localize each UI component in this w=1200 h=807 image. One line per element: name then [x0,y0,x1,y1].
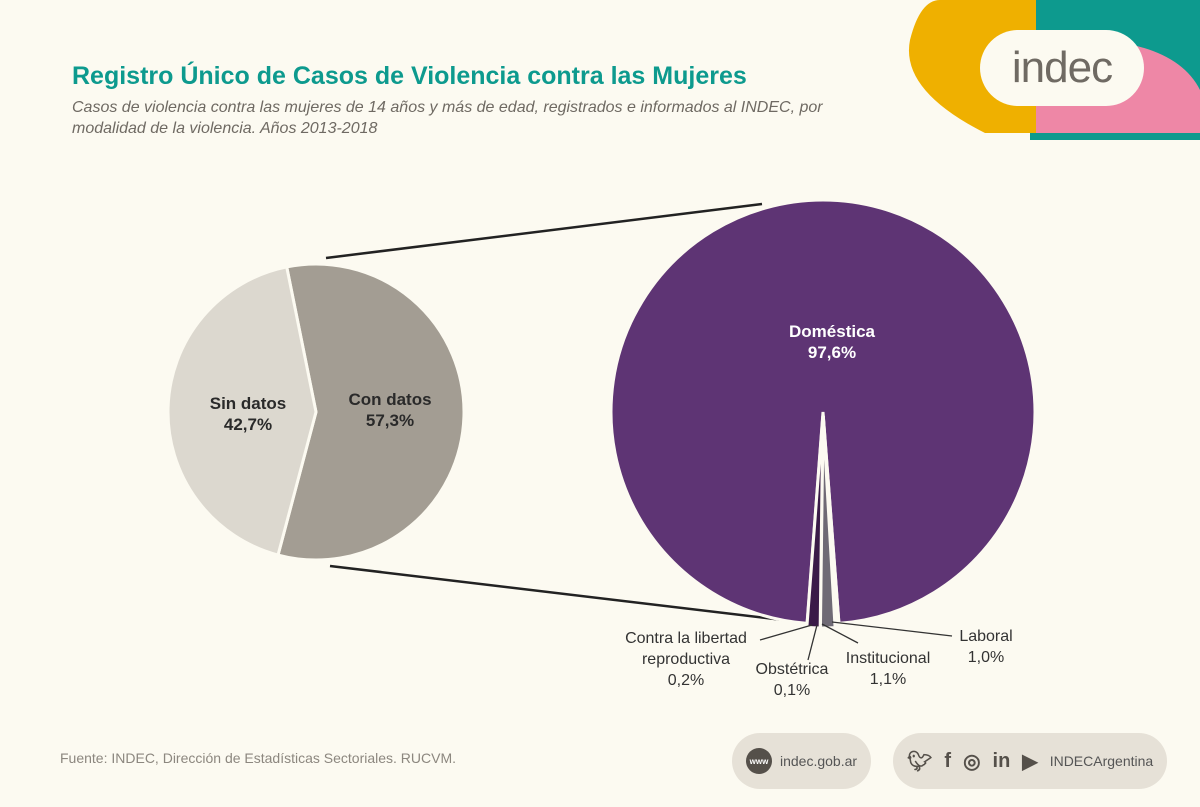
label-sin-datos: Sin datos 42,7% [209,394,287,434]
www-icon: www [746,748,772,774]
pie-slice-doméstica [609,198,1037,626]
website-text: indec.gob.ar [780,753,858,769]
connector-top [325,202,763,260]
chart-title: Registro Único de Casos de Violencia con… [72,62,747,90]
label-obstetrica: Obstétrica 0,1% [755,661,829,699]
connector-bottom [329,564,801,624]
facebook-icon[interactable]: f [944,749,952,772]
leader-laboral [831,621,953,637]
social-links[interactable]: 🐦︎ f ◎ in ▶ INDECArgentina [893,733,1168,789]
label-laboral: Laboral 1,0% [959,628,1013,666]
social-handle: INDECArgentina [1049,753,1154,769]
label-institucional: Institucional 1,1% [845,650,931,688]
chart-subtitle: Casos de violencia contra las mujeres de… [72,99,823,137]
indec-logo: indec [980,30,1144,106]
leader-libertad [759,624,813,641]
label-domestica: Doméstica 97,6% [789,322,875,362]
leader-obstetrica [807,624,818,661]
website-link[interactable]: www indec.gob.ar [732,733,872,789]
leader-institucional [821,623,859,644]
label-libertad-reproductiva: Contra la libertad reproductiva 0,2% [625,630,747,689]
instagram-icon[interactable]: ◎ [963,750,981,773]
pie-slice-con-datos [276,262,466,562]
linkedin-icon[interactable]: in [992,749,1011,772]
youtube-icon[interactable]: ▶ [1022,750,1038,773]
pie-slice-sin-datos [166,265,318,557]
pie-slice-laboral [805,415,825,630]
label-con-datos: Con datos 57,3% [348,390,432,430]
twitter-icon[interactable]: 🐦︎ [907,750,933,773]
source-note: Fuente: INDEC, Dirección de Estadísticas… [60,750,457,766]
